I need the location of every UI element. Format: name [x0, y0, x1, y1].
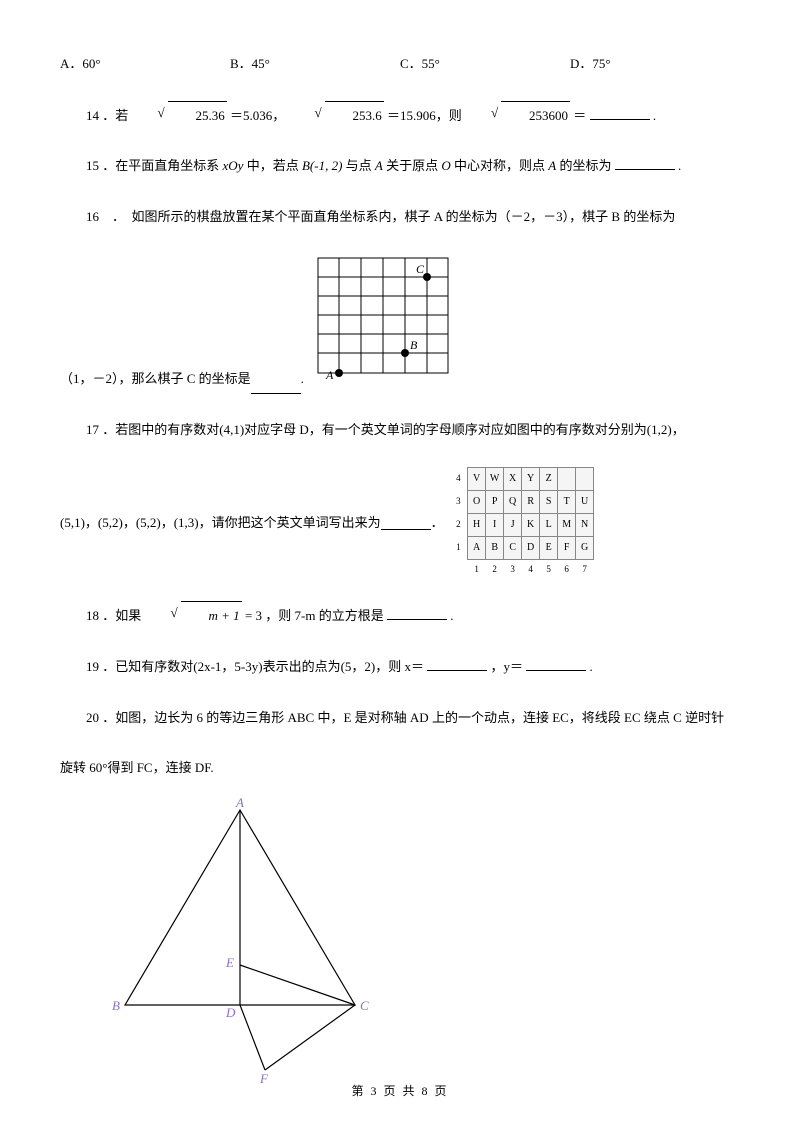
- option-c: C．55°: [400, 50, 570, 79]
- grid-cell: [558, 467, 576, 490]
- grid-cell: A: [468, 536, 486, 559]
- question-19: 19 ．已知有序数对(2x-1，5-3y)表示出的点为(5，2)，则 x＝ ，y…: [60, 653, 740, 682]
- question-16: 16 ． 如图所示的棋盘放置在某个平面直角坐标系内，棋子 A 的坐标为（－2，－…: [60, 203, 740, 394]
- q20-line2: 旋转 60°得到 FC，连接 DF.: [60, 754, 740, 783]
- option-d: D．75°: [570, 50, 740, 79]
- grid-cell: L: [540, 513, 558, 536]
- svg-text:B: B: [112, 998, 120, 1013]
- grid-cell: Y: [522, 467, 540, 490]
- sqrt-icon: 253600: [465, 101, 570, 131]
- grid-cell: M: [558, 513, 576, 536]
- svg-text:C: C: [360, 998, 369, 1013]
- grid-cell: 2: [450, 513, 468, 536]
- grid-cell: Z: [540, 467, 558, 490]
- grid-cell: 1: [450, 536, 468, 559]
- blank-input[interactable]: [615, 156, 675, 170]
- grid-cell: U: [576, 490, 594, 513]
- chessboard-figure: A B C: [308, 253, 458, 394]
- grid-cell: [576, 467, 594, 490]
- q14-num: 14 ．若: [86, 108, 128, 123]
- answer-options: A．60° B．45° C．55° D．75°: [60, 50, 740, 79]
- question-20: 20 ．如图，边长为 6 的等边三角形 ABC 中，E 是对称轴 AD 上的一个…: [60, 704, 740, 1096]
- question-15: 15 ．在平面直角坐标系 xOy 中，若点 B(-1, 2) 与点 A 关于原点…: [60, 152, 740, 181]
- option-b: B．45°: [230, 50, 400, 79]
- grid-cell: T: [558, 490, 576, 513]
- grid-cell: N: [576, 513, 594, 536]
- question-17: 17 ．若图中的有序数对(4,1)对应字母 D，有一个英文单词的字母顺序对应如图…: [60, 416, 740, 579]
- grid-cell: S: [540, 490, 558, 513]
- svg-text:A: A: [325, 368, 334, 382]
- svg-text:A: A: [235, 795, 244, 810]
- svg-text:D: D: [225, 1005, 236, 1020]
- grid-cell: G: [576, 536, 594, 559]
- grid-cell: P: [486, 490, 504, 513]
- q16-line1: 16 ． 如图所示的棋盘放置在某个平面直角坐标系内，棋子 A 的坐标为（－2，－…: [60, 203, 740, 232]
- svg-text:B: B: [410, 338, 418, 352]
- grid-cell: C: [504, 536, 522, 559]
- grid-cell: X: [504, 467, 522, 490]
- grid-cell: E: [540, 536, 558, 559]
- grid-cell: 3: [450, 490, 468, 513]
- letter-grid-figure: 4VWXYZ3OPQRSTU2HIJKLMN1ABCDEFG1234567: [450, 467, 595, 580]
- q20-line1: 20 ．如图，边长为 6 的等边三角形 ABC 中，E 是对称轴 AD 上的一个…: [60, 704, 740, 733]
- question-14: 14 ．若 25.36 ＝5.036， 253.6 ＝15.906，则 2536…: [60, 101, 740, 131]
- grid-cell: 4: [450, 467, 468, 490]
- triangle-figure: A B C D E F: [100, 795, 740, 1096]
- page-footer: 第 3 页 共 8 页: [0, 1078, 800, 1104]
- grid-cell: D: [522, 536, 540, 559]
- blank-input[interactable]: [381, 516, 431, 530]
- grid-cell: I: [486, 513, 504, 536]
- blank-input[interactable]: [427, 657, 487, 671]
- grid-cell: H: [468, 513, 486, 536]
- blank-input[interactable]: [251, 380, 301, 394]
- grid-cell: Q: [504, 490, 522, 513]
- question-18: 18 ．如果 m + 1 = 3 ，则 7-m 的立方根是 .: [60, 601, 740, 631]
- blank-input[interactable]: [526, 657, 586, 671]
- sqrt-icon: 25.36: [132, 101, 227, 131]
- option-a: A．60°: [60, 50, 230, 79]
- grid-cell: W: [486, 467, 504, 490]
- grid-cell: B: [486, 536, 504, 559]
- blank-input[interactable]: [590, 106, 650, 120]
- grid-cell: R: [522, 490, 540, 513]
- blank-input[interactable]: [387, 606, 447, 620]
- grid-cell: K: [522, 513, 540, 536]
- grid-cell: O: [468, 490, 486, 513]
- svg-text:C: C: [416, 262, 425, 276]
- sqrt-icon: m + 1: [145, 601, 242, 631]
- grid-cell: V: [468, 467, 486, 490]
- q17-line1: 17 ．若图中的有序数对(4,1)对应字母 D，有一个英文单词的字母顺序对应如图…: [60, 416, 740, 445]
- grid-cell: F: [558, 536, 576, 559]
- sqrt-icon: 253.6: [289, 101, 384, 131]
- grid-cell: J: [504, 513, 522, 536]
- svg-text:E: E: [225, 955, 234, 970]
